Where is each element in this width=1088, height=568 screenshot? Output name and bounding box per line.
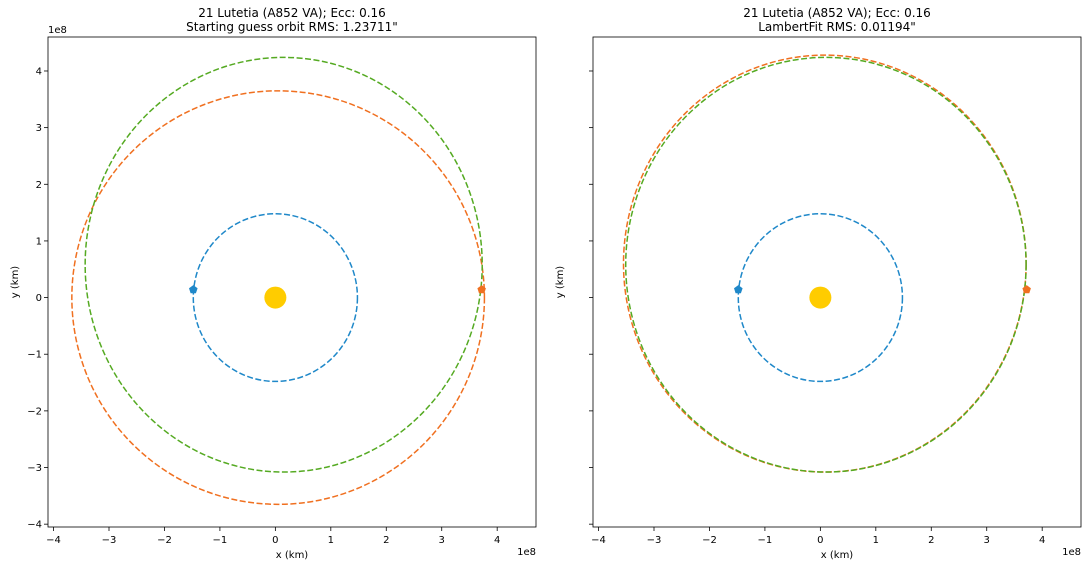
y-tick-label: −4 [27, 520, 42, 531]
y-tick-label: 3 [36, 123, 42, 134]
x-tick-label: −3 [102, 535, 117, 546]
x-tick-label: −2 [702, 535, 717, 546]
x-offset-label: 1e8 [517, 547, 536, 558]
x-tick-label: −2 [157, 535, 172, 546]
x-tick-label: 3 [439, 535, 445, 546]
y-tick-label: 1 [36, 236, 42, 247]
x-axis-label: x (km) [276, 550, 309, 561]
sun-marker [264, 286, 287, 309]
chart-panel-1: 21 Lutetia (A852 VA); Ecc: 0.16Starting … [10, 6, 537, 561]
x-tick-label: 2 [928, 535, 934, 546]
orbit-series-2 [71, 90, 486, 506]
plot-frame [592, 36, 1082, 528]
position-marker-1 [189, 285, 198, 294]
y-tick-label: −1 [27, 350, 42, 361]
plot-frame [47, 36, 537, 528]
x-tick-label: −1 [213, 535, 228, 546]
x-tick-label: 0 [817, 535, 823, 546]
x-tick-label: −1 [758, 535, 773, 546]
position-marker-2 [1022, 285, 1031, 294]
orbit-series-3 [84, 56, 483, 473]
x-tick-label: 2 [383, 535, 389, 546]
y-tick-label: 0 [36, 293, 42, 304]
chart-subtitle: Starting guess orbit RMS: 1.23711" [186, 20, 398, 34]
chart-panel-2: 21 Lutetia (A852 VA); Ecc: 0.16LambertFi… [555, 6, 1082, 561]
x-tick-label: −4 [46, 535, 61, 546]
x-tick-label: −4 [591, 535, 606, 546]
chart-subtitle: LambertFit RMS: 0.01194" [758, 20, 916, 34]
position-marker-2 [477, 285, 486, 294]
x-tick-label: −3 [647, 535, 662, 546]
x-tick-label: 1 [873, 535, 879, 546]
y-tick-label: −2 [27, 406, 42, 417]
y-axis-label: y (km) [10, 266, 21, 299]
orbit-series-1 [737, 212, 904, 383]
x-tick-label: 3 [984, 535, 990, 546]
sun-marker [809, 286, 832, 309]
y-tick-label: 4 [36, 66, 42, 77]
plot-area [71, 56, 486, 506]
y-offset-label: 1e8 [48, 25, 67, 36]
x-axis-label: x (km) [821, 550, 854, 561]
x-tick-label: 0 [272, 535, 278, 546]
y-tick-label: 2 [36, 180, 42, 191]
orbit-series-3 [624, 56, 1027, 473]
orbit-series-1 [192, 212, 359, 383]
chart-title: 21 Lutetia (A852 VA); Ecc: 0.16 [743, 6, 931, 20]
x-tick-label: 1 [328, 535, 334, 546]
x-tick-label: 4 [494, 535, 500, 546]
plot-area [622, 54, 1031, 473]
chart-title: 21 Lutetia (A852 VA); Ecc: 0.16 [198, 6, 386, 20]
x-tick-label: 4 [1039, 535, 1045, 546]
y-tick-label: −3 [27, 463, 42, 474]
x-offset-label: 1e8 [1062, 547, 1081, 558]
position-marker-1 [734, 285, 743, 294]
y-axis-label: y (km) [555, 266, 566, 299]
